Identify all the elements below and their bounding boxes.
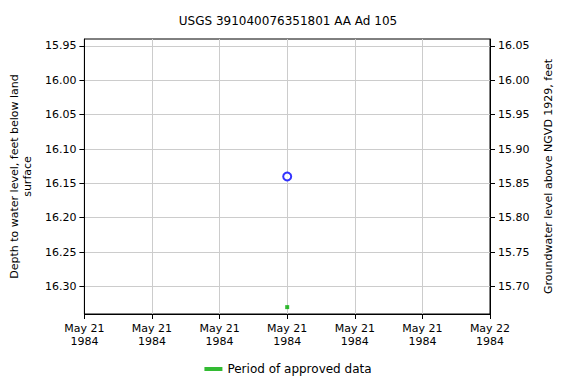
svg-text:15.80: 15.80 [498,211,530,224]
svg-text:May 21: May 21 [132,322,172,335]
svg-text:1984: 1984 [341,335,369,348]
svg-text:16.10: 16.10 [45,143,77,156]
svg-text:15.95: 15.95 [45,39,77,52]
svg-text:May 21: May 21 [402,322,442,335]
svg-text:May 22: May 22 [470,322,510,335]
svg-text:May 21: May 21 [64,322,104,335]
svg-text:16.05: 16.05 [498,39,530,52]
svg-text:May 21: May 21 [267,322,307,335]
svg-text:May 21: May 21 [335,322,375,335]
svg-text:16.30: 16.30 [45,280,77,293]
svg-text:16.25: 16.25 [45,246,77,259]
svg-text:15.70: 15.70 [498,280,530,293]
svg-text:1984: 1984 [206,335,234,348]
svg-text:15.75: 15.75 [498,246,530,259]
svg-text:1984: 1984 [273,335,301,348]
svg-text:15.95: 15.95 [498,108,530,121]
svg-text:1984: 1984 [138,335,166,348]
svg-text:Groundwater level above NGVD 1: Groundwater level above NGVD 1929, feet [542,58,555,294]
svg-text:May 21: May 21 [199,322,239,335]
svg-text:15.85: 15.85 [498,177,530,190]
svg-text:1984: 1984 [70,335,98,348]
svg-text:16.15: 16.15 [45,177,77,190]
svg-text:USGS 391040076351801 AA Ad 105: USGS 391040076351801 AA Ad 105 [179,14,397,28]
svg-text:15.90: 15.90 [498,143,530,156]
svg-text:16.20: 16.20 [45,211,77,224]
svg-text:Period of approved data: Period of approved data [227,362,371,376]
svg-text:16.05: 16.05 [45,108,77,121]
svg-text:Depth to water level, feet bel: Depth to water level, feet below land [8,74,21,279]
svg-text:surface: surface [21,156,34,197]
svg-text:16.00: 16.00 [498,74,530,87]
svg-text:1984: 1984 [408,335,436,348]
svg-text:1984: 1984 [476,335,504,348]
svg-text:16.00: 16.00 [45,74,77,87]
